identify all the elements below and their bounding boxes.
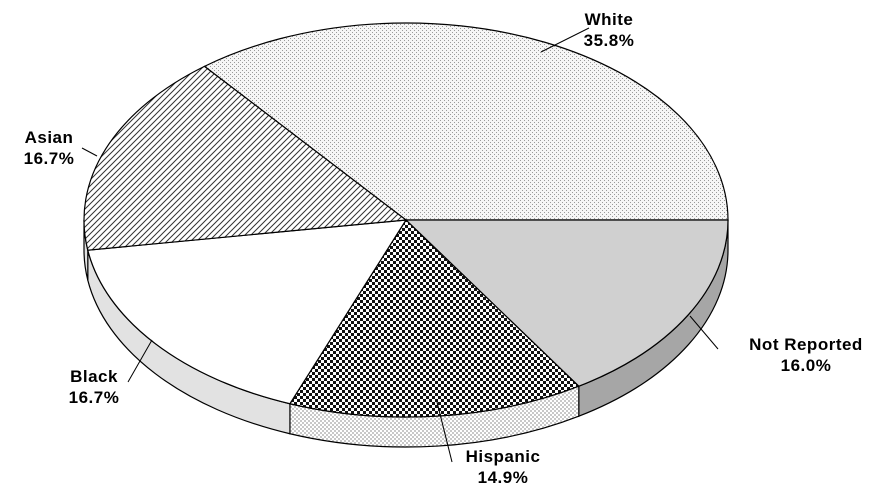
pie-slice-white bbox=[203, 22, 729, 221]
slice-label-hispanic: Hispanic 14.9% bbox=[466, 447, 541, 487]
pie-slice-asian bbox=[83, 65, 408, 251]
pie-slices bbox=[83, 22, 729, 418]
slice-label-not-reported: Not Reported 16.0% bbox=[749, 335, 863, 375]
slice-label-white: White 35.8% bbox=[584, 10, 635, 50]
leader-line bbox=[127, 339, 153, 383]
pie-slice-black bbox=[87, 219, 408, 405]
leader-line bbox=[81, 147, 98, 157]
slice-label-asian: Asian 16.7% bbox=[24, 128, 75, 168]
pie-labels: White 35.8% Not Reported 16.0% Hispanic 14.9%… bbox=[24, 10, 863, 487]
slice-label-black: Black 16.7% bbox=[69, 367, 120, 407]
pie-slice-not-reported bbox=[404, 219, 729, 387]
leader-line bbox=[540, 27, 590, 53]
pie-slice-hispanic bbox=[288, 219, 580, 418]
leader-line bbox=[689, 315, 719, 350]
leader-line bbox=[436, 401, 453, 463]
